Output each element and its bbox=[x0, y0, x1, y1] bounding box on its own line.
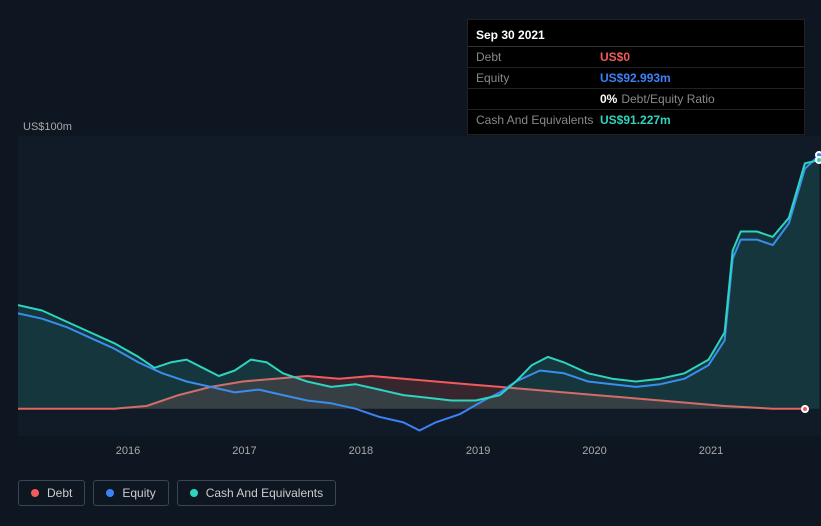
tooltip-row-value: US$91.227m bbox=[600, 113, 671, 127]
legend-dot-icon bbox=[31, 489, 39, 497]
tooltip-row-label: Debt bbox=[476, 50, 600, 64]
x-axis-tick: 2020 bbox=[582, 445, 606, 457]
x-axis-tick: 2019 bbox=[466, 445, 490, 457]
series-area-cash bbox=[18, 160, 819, 409]
chart-legend: Debt Equity Cash And Equivalents bbox=[18, 480, 336, 506]
tooltip-row-value: US$0 bbox=[600, 50, 630, 64]
x-axis-tick: 2018 bbox=[349, 445, 373, 457]
chart-plot-area[interactable] bbox=[18, 136, 821, 436]
chart-series-svg bbox=[18, 136, 821, 436]
legend-label: Equity bbox=[122, 486, 155, 500]
x-axis-ticks: 2016 2017 2018 2019 2020 2021 bbox=[18, 445, 821, 465]
y-axis-label: US$100m bbox=[23, 121, 72, 133]
legend-label: Cash And Equivalents bbox=[206, 486, 323, 500]
legend-item-equity[interactable]: Equity bbox=[93, 480, 168, 506]
legend-label: Debt bbox=[47, 486, 72, 500]
series-end-marker-debt bbox=[801, 405, 809, 413]
x-axis-tick: 2017 bbox=[232, 445, 256, 457]
chart-tooltip: Sep 30 2021 DebtUS$0EquityUS$92.993m0%De… bbox=[467, 19, 805, 135]
legend-item-cash[interactable]: Cash And Equivalents bbox=[177, 480, 336, 506]
legend-dot-icon bbox=[106, 489, 114, 497]
tooltip-row-value: US$92.993m bbox=[600, 71, 671, 85]
tooltip-row: EquityUS$92.993m bbox=[468, 68, 804, 89]
x-axis-tick: 2016 bbox=[116, 445, 140, 457]
tooltip-row: DebtUS$0 bbox=[468, 47, 804, 68]
tooltip-row-label: Equity bbox=[476, 71, 600, 85]
tooltip-row-value: 0%Debt/Equity Ratio bbox=[600, 92, 715, 106]
legend-item-debt[interactable]: Debt bbox=[18, 480, 85, 506]
x-axis-tick: 2021 bbox=[699, 445, 723, 457]
legend-dot-icon bbox=[190, 489, 198, 497]
tooltip-date: Sep 30 2021 bbox=[468, 24, 804, 47]
tooltip-row: Cash And EquivalentsUS$91.227m bbox=[468, 110, 804, 130]
tooltip-row-label: Cash And Equivalents bbox=[476, 113, 600, 127]
series-end-marker-cash bbox=[815, 156, 821, 164]
tooltip-row-label bbox=[476, 92, 600, 106]
financial-history-chart: Sep 30 2021 DebtUS$0EquityUS$92.993m0%De… bbox=[0, 0, 821, 526]
tooltip-row: 0%Debt/Equity Ratio bbox=[468, 89, 804, 110]
tooltip-row-sublabel: Debt/Equity Ratio bbox=[621, 92, 714, 106]
